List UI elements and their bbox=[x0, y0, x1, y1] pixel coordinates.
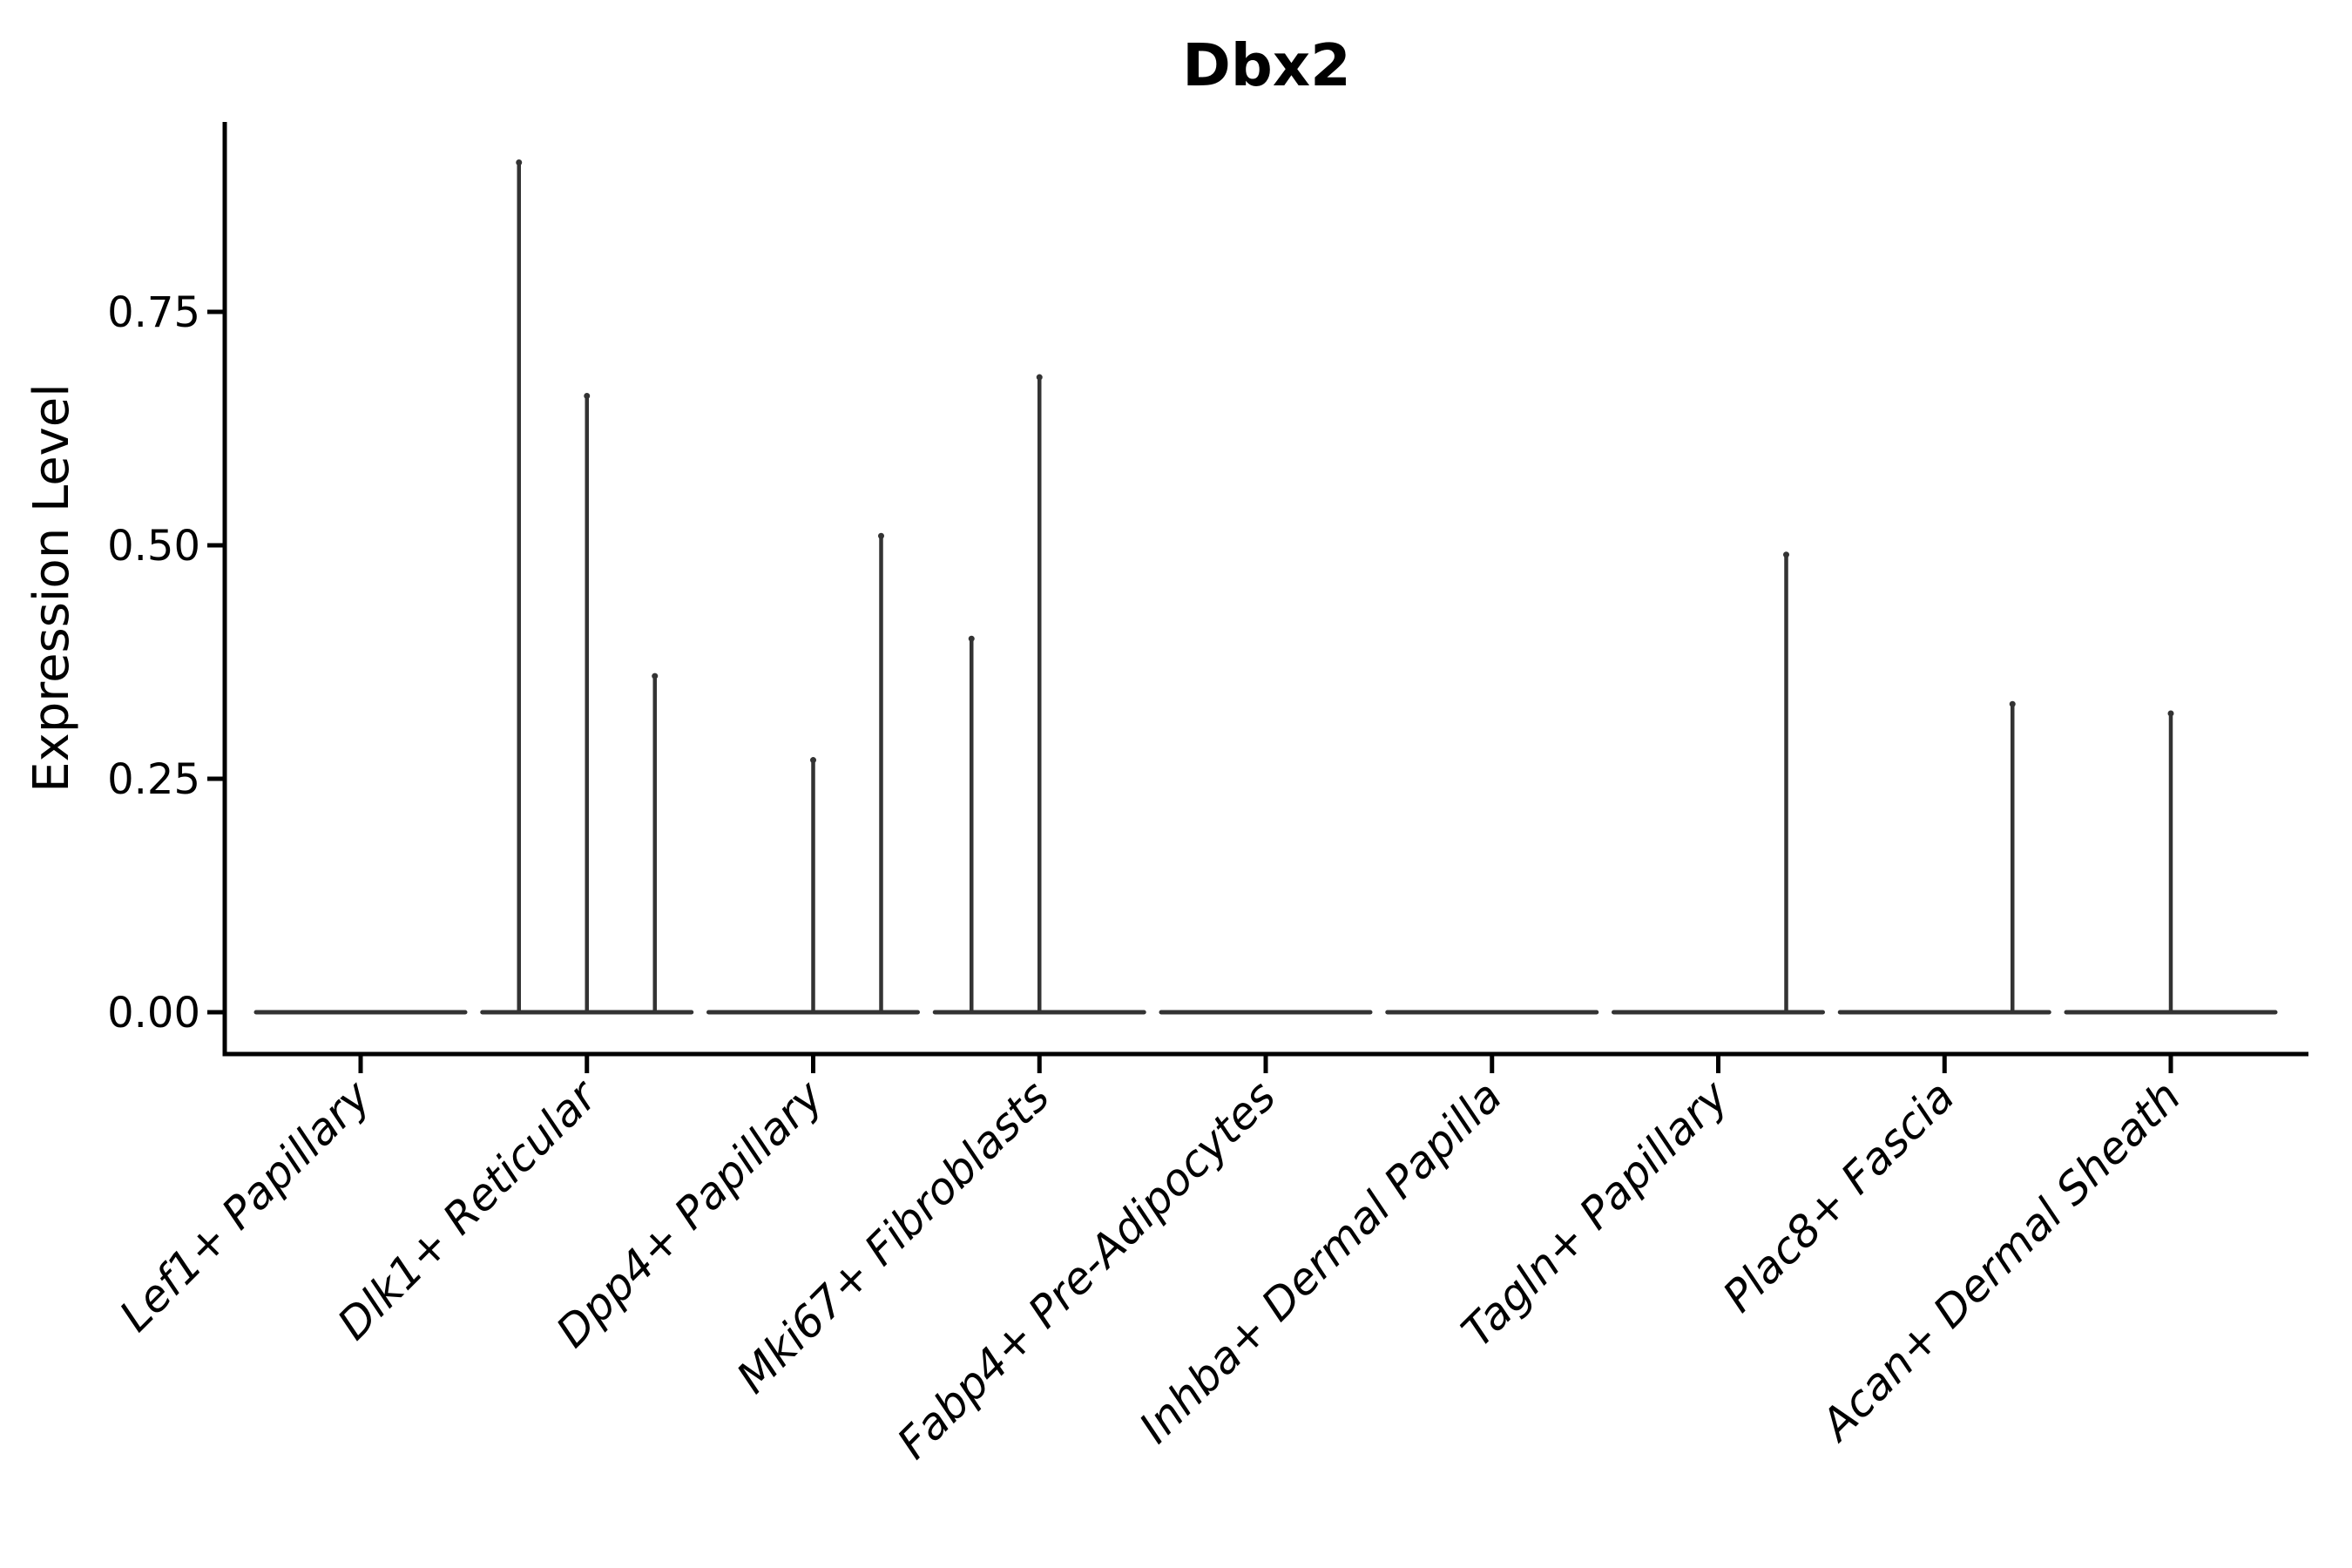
y-tick-label: 0.75 bbox=[107, 288, 200, 337]
expression-spike-cap bbox=[584, 392, 591, 399]
expression-spike-cap bbox=[2167, 710, 2174, 717]
x-tick-label: Fabp4+ Pre-Adipocytes bbox=[888, 1071, 1286, 1469]
plot-title: Dbx2 bbox=[1182, 31, 1350, 99]
expression-spike-cap bbox=[810, 757, 816, 764]
expression-spike-cap bbox=[1036, 374, 1043, 381]
x-tick-label: Acan+ Dermal Sheath bbox=[1810, 1071, 2191, 1451]
violin-layer bbox=[253, 159, 2278, 1015]
y-axis-title: Expression Level bbox=[24, 383, 80, 793]
expression-spike-cap bbox=[878, 532, 884, 539]
violin-group bbox=[2064, 710, 2278, 1015]
x-tick-label: Plac8+ Fascia bbox=[1713, 1071, 1964, 1321]
expression-spike-cap bbox=[1783, 551, 1789, 558]
expression-spike-cap bbox=[2009, 700, 2016, 707]
y-tick-label: 0.00 bbox=[107, 989, 200, 1037]
violin-group bbox=[932, 374, 1146, 1015]
x-tick-label: Inhba+ Dermal Papilla bbox=[1130, 1071, 1511, 1452]
expression-spike-cap bbox=[968, 635, 975, 642]
violin-group bbox=[480, 159, 694, 1015]
violin-group bbox=[1837, 700, 2051, 1015]
axis-spines bbox=[222, 122, 2308, 1057]
expression-spike-cap bbox=[652, 672, 659, 679]
expression-spike-cap bbox=[516, 159, 523, 166]
violin-group bbox=[1612, 551, 1825, 1015]
y-tick-label: 0.25 bbox=[107, 755, 200, 804]
violin-group bbox=[706, 532, 920, 1015]
y-tick-label: 0.50 bbox=[107, 522, 200, 571]
